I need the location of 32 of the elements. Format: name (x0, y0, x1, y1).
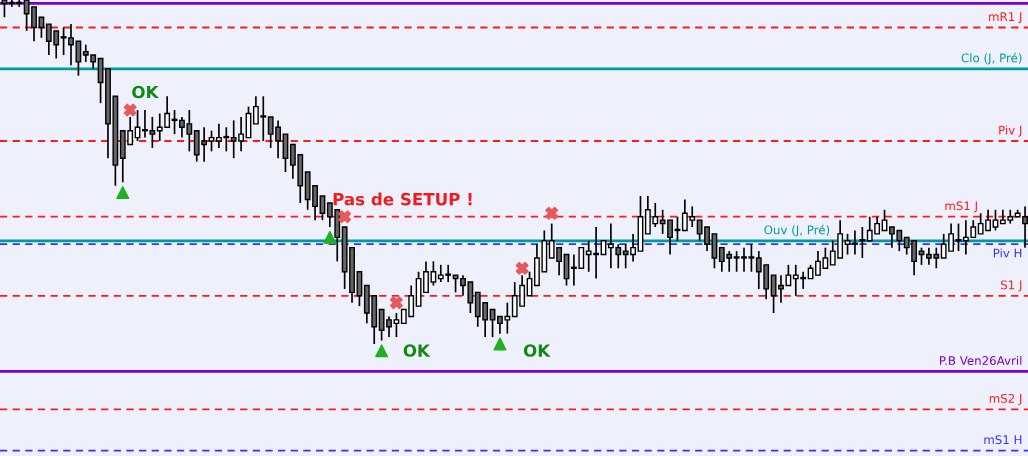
point (515, 261, 529, 275)
point (545, 206, 559, 220)
point (338, 210, 352, 224)
ref-line-label: mS1 H (984, 435, 1022, 445)
point (375, 344, 389, 358)
ref-line-label: mS1 J (945, 201, 977, 213)
candlestick (319, 195, 326, 221)
candlestick (881, 208, 888, 232)
candlestick (859, 226, 866, 259)
text: OK (523, 344, 551, 357)
annotation: Pas de SETUP ! (333, 192, 472, 206)
candlestick (844, 233, 851, 256)
point (323, 230, 337, 244)
candlestick (208, 129, 215, 153)
ref-line-label: mR1 J (989, 12, 1022, 24)
ref-line-label: P.B Ven26Avril (940, 355, 1022, 366)
ref-line-label: mS2 J (989, 393, 1022, 406)
candlestick (489, 308, 496, 338)
candlestick (992, 208, 999, 232)
ref-line-label: S1 J (1000, 280, 1022, 292)
text: OK (403, 344, 431, 357)
candlestick (852, 229, 858, 256)
point (123, 103, 137, 117)
ref-line-label: Ouv (J, Pré) (764, 224, 830, 237)
point (389, 296, 403, 310)
ref-line-label: Piv J (999, 125, 1022, 137)
ref-line-label: Piv H (993, 248, 1022, 258)
annotation: OK (132, 85, 159, 99)
point (493, 337, 507, 351)
point (116, 186, 130, 200)
ref-line-label: Clo (J, Pré) (961, 52, 1022, 65)
candlestick (526, 270, 533, 297)
